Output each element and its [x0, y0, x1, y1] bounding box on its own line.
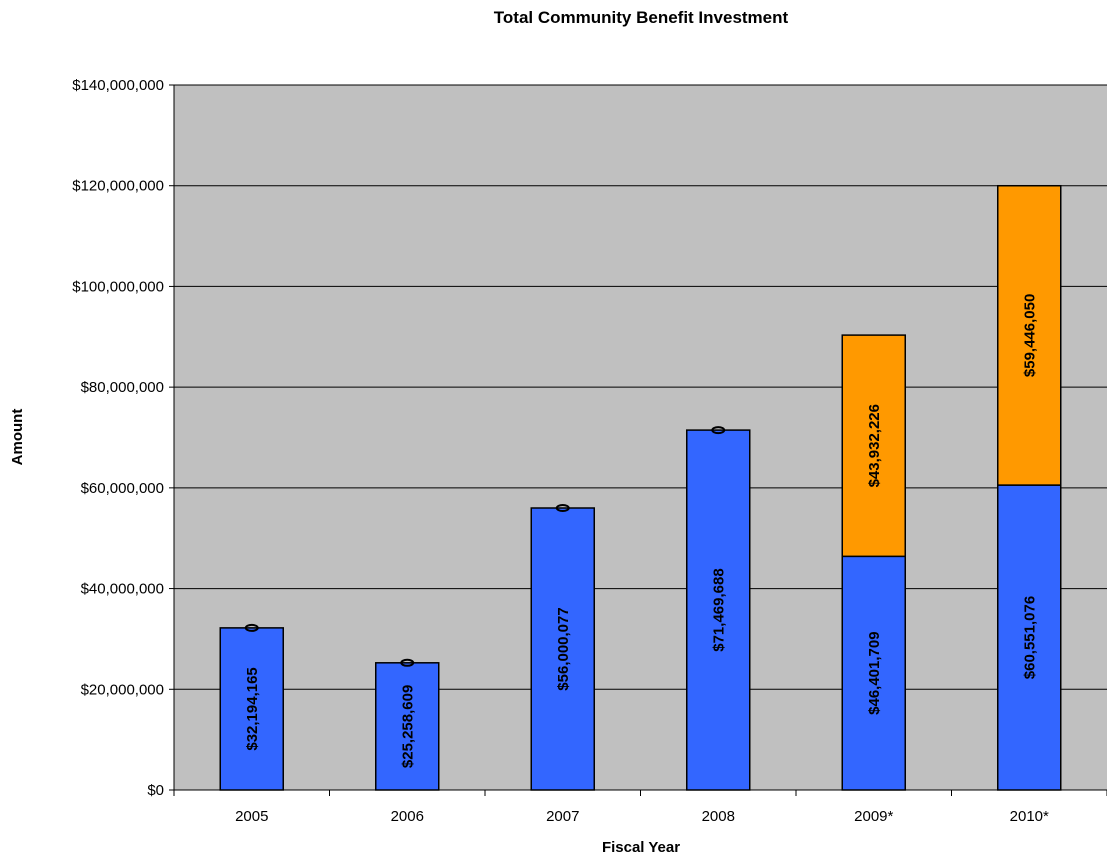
data-label: $71,469,688	[710, 568, 727, 651]
data-label: $32,194,165	[244, 667, 261, 750]
plot-area	[174, 85, 1107, 790]
y-tick-label: $120,000,000	[72, 178, 164, 195]
bar-top-marker	[555, 503, 570, 512]
x-tick-label: 2006	[391, 808, 424, 825]
x-tick-label: 2010*	[1010, 808, 1049, 825]
bar-segment	[997, 184, 1062, 486]
chart-title: Total Community Benefit Investment	[494, 8, 789, 27]
y-tick-label: $100,000,000	[72, 278, 164, 295]
bar-top-marker	[244, 623, 259, 632]
data-label: $56,000,077	[555, 607, 572, 690]
data-label: $46,401,709	[866, 631, 883, 714]
data-label: $25,258,609	[399, 685, 416, 768]
bar-segment	[375, 662, 440, 791]
gridlines	[174, 84, 1107, 690]
data-labels: $32,194,165 $25,258,609 $56,000,077 $71,469…	[244, 294, 1039, 768]
bar-segment	[686, 429, 751, 791]
x-tick-label: 2008	[702, 808, 735, 825]
data-label: $59,446,050	[1021, 294, 1038, 377]
x-tick-label: 2007	[546, 808, 579, 825]
bar-segment	[997, 484, 1062, 791]
data-label: $60,551,076	[1021, 596, 1038, 679]
axes	[169, 84, 1107, 796]
x-tick-label: 2009*	[854, 808, 893, 825]
y-tick-label: $40,000,000	[81, 581, 164, 598]
bars	[219, 184, 1062, 791]
y-tick-label: $20,000,000	[81, 681, 164, 698]
y-tick-label: $80,000,000	[81, 379, 164, 396]
y-tick-label: $60,000,000	[81, 480, 164, 497]
y-axis-title: Amount	[9, 409, 26, 466]
y-tick-labels: $0 $20,000,000 $40,000,000 $60,000,000 $80,0…	[72, 77, 164, 799]
x-tick-labels: 2005 2006 2007 2008 2009* 2010*	[235, 808, 1049, 825]
x-tick-label: 2005	[235, 808, 268, 825]
y-tick-label: $0	[147, 782, 164, 799]
bar-segment	[841, 334, 906, 558]
bar-segment	[530, 507, 595, 791]
bar-top-marker	[711, 426, 726, 435]
x-axis-title: Fiscal Year	[602, 839, 680, 856]
y-tick-label: $140,000,000	[72, 77, 164, 94]
data-label: $43,932,226	[866, 404, 883, 487]
bar-top-marker	[400, 658, 415, 667]
